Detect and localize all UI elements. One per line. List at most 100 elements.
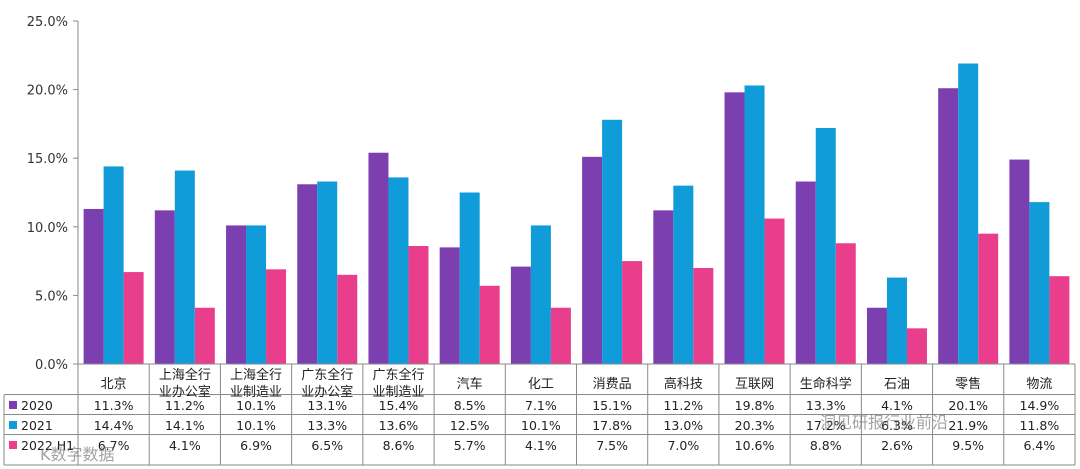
data-label: 20.1% <box>948 398 988 413</box>
bar-2020 <box>83 208 104 364</box>
data-label: 12.5% <box>450 418 490 433</box>
category-label: 广东全行 <box>301 367 353 383</box>
data-label: 19.8% <box>735 398 775 413</box>
category-label: 业办公室 <box>159 384 211 400</box>
data-label: 2.6% <box>881 438 913 453</box>
category-label: 生命科学 <box>800 376 852 392</box>
bar-2021 <box>246 225 267 364</box>
data-label: 11.8% <box>1020 418 1060 433</box>
category-label: 上海全行 <box>159 367 211 383</box>
data-label: 10.1% <box>521 418 561 433</box>
data-label: 8.5% <box>454 398 486 413</box>
bar-2021 <box>317 181 338 364</box>
category-label: 消费品 <box>593 377 632 392</box>
data-label: 6.5% <box>311 438 343 453</box>
bar-2021 <box>174 170 195 364</box>
bar-2022-h1 <box>764 218 785 364</box>
bar-2021 <box>673 185 694 364</box>
data-label: 5.7% <box>454 438 486 453</box>
bar-2020 <box>866 307 887 364</box>
bar-2021 <box>958 63 979 364</box>
bar-2020 <box>795 181 816 364</box>
category-label: 汽车 <box>457 376 483 392</box>
data-label: 6.9% <box>240 438 272 453</box>
bar-2020 <box>226 225 247 364</box>
category-label: 物流 <box>1026 377 1052 392</box>
bar-2020 <box>510 266 531 364</box>
data-label: 13.1% <box>307 398 347 413</box>
bar-2020 <box>439 247 460 364</box>
data-label: 13.3% <box>307 418 347 433</box>
bar-2022-h1 <box>693 267 714 364</box>
data-label: 17.2% <box>806 418 846 433</box>
data-label: 10.1% <box>236 418 276 433</box>
data-label: 7.0% <box>667 438 699 453</box>
legend-label: 2022 H1 <box>21 438 74 453</box>
data-label: 17.8% <box>592 418 632 433</box>
data-label: 11.2% <box>165 398 205 413</box>
y-tick-label: 15.0% <box>27 152 68 167</box>
data-label: 20.3% <box>735 418 775 433</box>
data-label: 8.6% <box>383 438 415 453</box>
category-label: 上海全行 <box>230 367 282 383</box>
bar-2022-h1 <box>622 261 643 364</box>
y-tick-label: 0.0% <box>35 358 68 373</box>
bar-2022-h1 <box>835 243 856 364</box>
data-label: 11.2% <box>663 398 703 413</box>
legend-label: 2020 <box>21 398 53 413</box>
category-label: 业制造业 <box>230 385 282 400</box>
data-label: 6.4% <box>1024 438 1056 453</box>
data-label: 8.8% <box>810 438 842 453</box>
bar-2020 <box>368 152 389 364</box>
data-label: 21.9% <box>948 418 988 433</box>
bar-2022-h1 <box>906 328 927 364</box>
category-label: 互联网 <box>735 377 774 392</box>
data-label: 6.3% <box>881 418 913 433</box>
category-label: 化工 <box>528 377 554 392</box>
data-label: 15.1% <box>592 398 632 413</box>
data-label: 7.1% <box>525 398 557 413</box>
data-label: 4.1% <box>525 438 557 453</box>
bar-2021 <box>1029 202 1050 364</box>
data-label: 4.1% <box>881 398 913 413</box>
bar-2021 <box>886 277 907 364</box>
data-label: 14.9% <box>1020 398 1060 413</box>
data-label: 11.3% <box>94 398 134 413</box>
data-label: 13.0% <box>663 418 703 433</box>
data-label: 15.4% <box>379 398 419 413</box>
data-label: 7.5% <box>596 438 628 453</box>
y-tick-label: 10.0% <box>27 221 68 236</box>
category-label: 高科技 <box>664 376 703 392</box>
bar-2020 <box>724 92 745 365</box>
bar-2022-h1 <box>408 246 429 364</box>
watermark-text: K数字数据 <box>40 445 115 464</box>
bar-2020 <box>1009 159 1030 364</box>
bar-2020 <box>938 88 959 364</box>
legend-label: 2021 <box>21 418 53 433</box>
data-label: 13.6% <box>379 418 419 433</box>
data-label: 6.7% <box>98 438 130 453</box>
data-label: 10.1% <box>236 398 276 413</box>
bar-2022-h1 <box>123 272 144 364</box>
bar-2020 <box>653 210 674 364</box>
bar-2020 <box>154 210 175 364</box>
category-label: 业制造业 <box>372 385 424 400</box>
bar-2022-h1 <box>978 233 999 364</box>
bar-2022-h1 <box>266 269 287 364</box>
category-label: 零售 <box>955 376 981 392</box>
legend-key <box>9 441 17 449</box>
category-label: 石油 <box>884 377 910 392</box>
category-label: 广东全行 <box>372 367 424 383</box>
data-label: 14.1% <box>165 418 205 433</box>
data-label: 4.1% <box>169 438 201 453</box>
watermark-text: 洞见研报行业前沿 <box>820 413 948 432</box>
legend-key <box>9 421 17 429</box>
bar-2021 <box>459 192 480 364</box>
data-label: 13.3% <box>806 398 846 413</box>
bar-2022-h1 <box>337 274 358 364</box>
data-label: 9.5% <box>952 438 984 453</box>
category-label: 业办公室 <box>301 384 353 400</box>
bar-2021 <box>815 128 836 364</box>
bar-2021 <box>744 85 765 364</box>
